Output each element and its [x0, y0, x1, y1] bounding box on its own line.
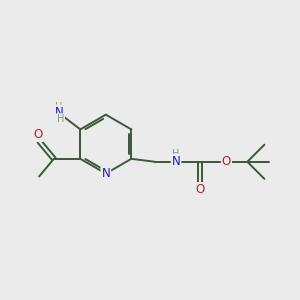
Text: N: N — [55, 106, 64, 118]
Text: N: N — [172, 155, 181, 168]
Text: H: H — [172, 149, 180, 159]
Text: O: O — [222, 155, 231, 168]
Text: H: H — [55, 102, 62, 112]
Text: N: N — [101, 167, 110, 180]
Text: O: O — [196, 183, 205, 196]
Text: H: H — [57, 114, 64, 124]
Text: O: O — [33, 128, 42, 141]
